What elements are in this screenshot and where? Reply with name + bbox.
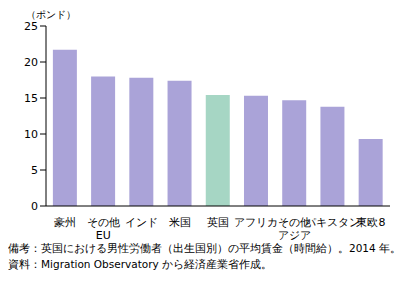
svg-text:5: 5 xyxy=(31,164,38,177)
svg-text:15: 15 xyxy=(24,92,38,105)
html-text:資料：Migration Observatory から経済産: 資料：Migration Observatory から経済産業省作成。 xyxy=(8,258,273,270)
svg-text:10: 10 xyxy=(24,128,38,141)
svg-text:英国: 英国 xyxy=(207,216,229,229)
svg-text:その他EU: その他EU xyxy=(87,216,120,240)
html-text:（ポンド）: （ポンド） xyxy=(26,9,76,20)
html-text:備考：英国における男性労働者（出生国別）の平均賃金（時間給）: 備考：英国における男性労働者（出生国別）の平均賃金（時間給）。2014 年。 xyxy=(8,242,402,254)
svg-text:パキスタン: パキスタン xyxy=(304,216,360,229)
svg-text:0: 0 xyxy=(31,200,38,213)
svg-text:インド: インド xyxy=(125,216,158,229)
svg-text:豪州: 豪州 xyxy=(54,216,76,229)
svg-text:20: 20 xyxy=(24,56,38,69)
svg-text:東欧8: 東欧8 xyxy=(356,216,385,229)
svg-text:アフリカ: アフリカ xyxy=(234,216,278,229)
svg-text:米国: 米国 xyxy=(169,216,191,229)
svg-text:25: 25 xyxy=(24,20,38,33)
